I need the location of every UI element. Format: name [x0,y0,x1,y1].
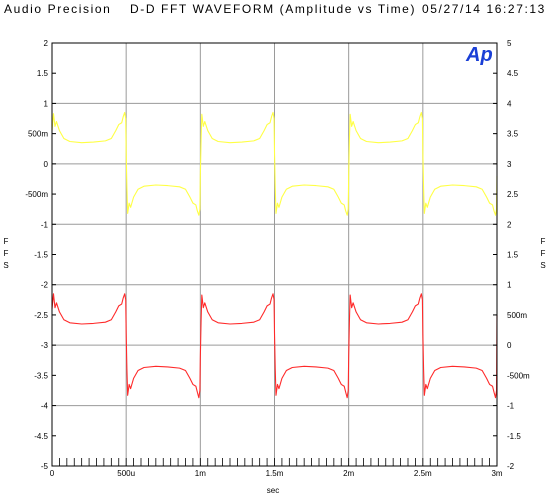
series-2-trace [51,293,498,399]
x-tick-label: 0 [50,469,55,478]
y-right-tick-label: -500m [507,371,530,380]
y-right-tick-label: 4 [507,99,512,108]
left-axis-unit-s: S [3,261,8,270]
x-axis-label: sec [267,486,279,495]
y-right-tick-label: 1.5 [507,251,519,260]
y-left-tick-label: -2.5 [34,311,48,320]
y-left-tick-label: 1.5 [37,69,49,78]
y-right-tick-label: -2 [507,462,515,471]
y-right-tick-label: 3 [507,160,512,169]
y-left-tick-label: 500m [28,130,48,139]
y-left-tick-label: -3 [41,341,49,350]
y-right-tick-label: 2.5 [507,190,519,199]
header-timestamp: 05/27/14 16:27:13 [422,2,546,16]
x-tick-label: 3m [491,469,502,478]
axis-tick-labels: 2 1.5 1 500m 0 -500m -1 -1.5 -2 -2.5 -3 -3.5 -4 -4.5 -… [25,39,530,478]
right-axis-unit-f1: F [541,237,546,246]
left-axis-unit-f2: F [4,249,9,258]
right-axis-unit-s: S [540,261,545,270]
y-left-tick-label: 1 [44,99,49,108]
y-left-tick-label: -1.5 [34,251,48,260]
header-vendor: Audio Precision [4,2,111,16]
y-right-tick-label: 1 [507,281,512,290]
plot-traces [51,111,498,399]
y-left-tick-label: -4.5 [34,432,48,441]
y-right-tick-label: 2 [507,220,512,229]
y-left-tick-label: -1 [41,220,49,229]
y-right-tick-label: 0 [507,341,512,350]
y-right-tick-label: -1 [507,402,515,411]
series-1-trace [51,111,498,216]
y-right-tick-label: -1.5 [507,432,521,441]
ap-logo: Ap [465,44,493,66]
y-left-tick-label: 2 [44,39,49,48]
y-right-tick-label: 5 [507,39,512,48]
y-left-tick-label: 0 [44,160,49,169]
y-left-tick-label: -500m [25,190,48,199]
header-title: D-D FFT WAVEFORM (Amplitude vs Time) [130,2,416,16]
y-right-tick-label: 3.5 [507,130,519,139]
x-tick-label: 2m [343,469,354,478]
y-left-tick-label: -5 [41,462,49,471]
y-left-tick-label: -2 [41,281,49,290]
y-left-tick-label: -4 [41,402,49,411]
y-right-tick-label: 4.5 [507,69,519,78]
y-left-tick-label: -3.5 [34,371,48,380]
x-tick-label: 1.5m [266,469,284,478]
left-axis-unit-f1: F [4,237,9,246]
y-right-tick-label: 500m [507,311,527,320]
right-axis-unit-f2: F [541,249,546,258]
x-minor-ticks [59,458,490,466]
x-tick-label: 2.5m [414,469,432,478]
x-tick-label: 500u [117,469,135,478]
x-tick-label: 1m [195,469,206,478]
